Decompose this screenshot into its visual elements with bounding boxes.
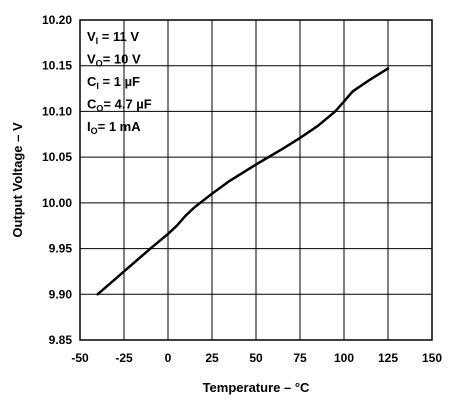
x-tick-label: -50: [71, 351, 89, 365]
x-axis-label: Temperature – °C: [203, 380, 310, 395]
condition-line: CO= 4.7 µF: [87, 97, 152, 114]
series-group: [96, 67, 390, 296]
x-tick-label: 100: [334, 351, 354, 365]
condition-line: IO= 1 mA: [87, 119, 141, 136]
y-tick-label: 10.20: [42, 13, 72, 27]
y-axis-label: Output Voltage – V: [10, 122, 25, 238]
x-tick-label: 25: [205, 351, 219, 365]
y-tick-label: 10.15: [42, 59, 72, 73]
y-tick-label: 9.85: [49, 333, 73, 347]
x-tick-label: 75: [293, 351, 307, 365]
condition-line: VO= 10 V: [87, 52, 141, 69]
y-tick-label: 9.95: [49, 242, 73, 256]
x-tick-label: 50: [249, 351, 263, 365]
x-tick-label: 0: [165, 351, 172, 365]
condition-line: CI = 1 µF: [87, 74, 140, 91]
test-conditions: VI = 11 V VO= 10 V CI = 1 µF CO= 4.7 µF IO= …: [87, 29, 152, 136]
y-tick-label: 10.10: [42, 104, 72, 118]
x-tick-label: -25: [115, 351, 133, 365]
y-tick-labels: 9.85 9.90 9.95 10.00 10.05 10.10 10.15 10.20: [42, 13, 72, 347]
x-tick-label: 150: [422, 351, 442, 365]
grid: [79, 19, 433, 341]
y-tick-label: 10.05: [42, 150, 72, 164]
x-tick-label: 125: [378, 351, 398, 365]
y-tick-label: 10.00: [42, 196, 72, 210]
plot-frame: [79, 19, 433, 341]
y-tick-label: 9.90: [49, 287, 73, 301]
condition-line: VI = 11 V: [87, 29, 139, 46]
x-tick-labels: -50 -25 0 25 50 75 100 125 150: [71, 351, 442, 365]
series-line: [96, 67, 390, 296]
